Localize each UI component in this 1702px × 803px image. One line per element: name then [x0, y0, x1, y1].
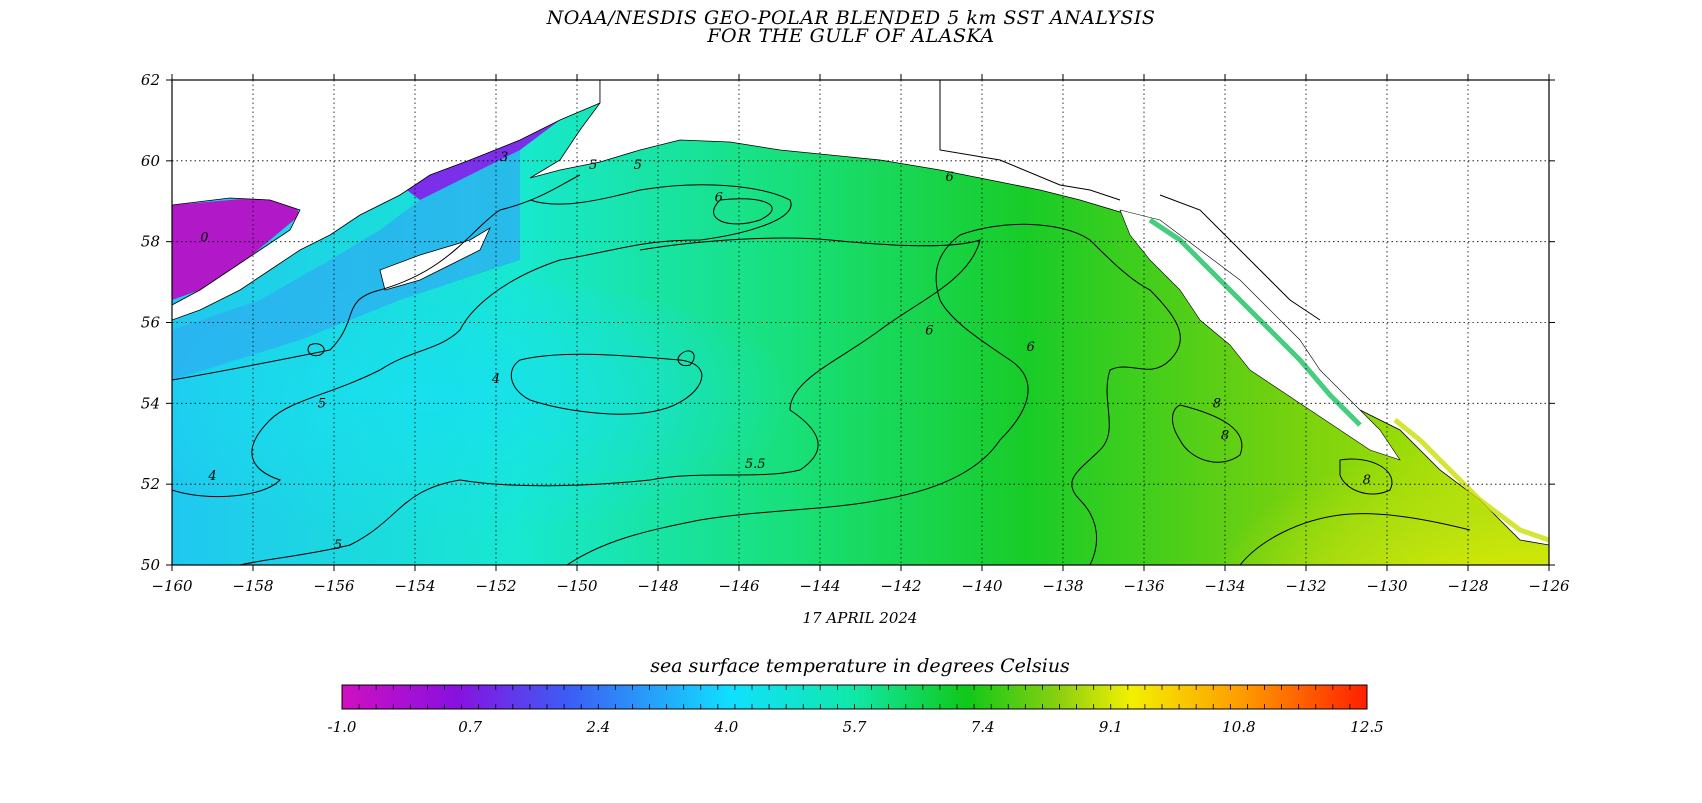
- colorbar-label: 9.1: [1099, 718, 1123, 736]
- lat-tick-label: 50: [141, 556, 161, 574]
- lon-tick-label: −134: [1204, 577, 1245, 595]
- contour-label: 4: [207, 469, 216, 484]
- lon-tick-label: −148: [637, 577, 678, 595]
- lon-tick-label: −154: [394, 577, 435, 595]
- contour-label: 4: [491, 372, 500, 387]
- lat-tick-label: 52: [141, 475, 160, 493]
- contour-label: 5: [334, 538, 342, 553]
- contour-label: 6: [925, 324, 933, 339]
- lon-tick-label: −136: [1123, 577, 1165, 595]
- lon-tick-label: −130: [1366, 577, 1408, 595]
- lon-tick-label: −160: [151, 577, 193, 595]
- contour-label: 5: [318, 396, 326, 411]
- lon-tick-label: −152: [475, 577, 516, 595]
- lon-tick-label: −128: [1447, 577, 1488, 595]
- lon-tick-label: −126: [1528, 577, 1570, 595]
- colorbar-labels: -1.0 0.7 2.4 4.0 5.7 7.4 9.1 10.8 12.5: [328, 718, 1384, 736]
- contour-labels: 0 3 5 6 6 5 4 5 4 5.5 5 6 6 8 8 8: [200, 150, 1371, 553]
- longitude-axis: −160 −158 −156 −154 −152 −150 −148 −146 −144 −142…: [151, 74, 1570, 595]
- sst-field: [172, 80, 1549, 565]
- colorbar-label: 0.7: [458, 718, 482, 736]
- contour-label: 8: [1363, 473, 1371, 488]
- contour-label: 5.5: [745, 457, 766, 472]
- alaska-peninsula-land: [172, 80, 601, 321]
- lon-tick-label: −142: [880, 577, 921, 595]
- lat-tick-label: 58: [141, 233, 160, 251]
- contour-label: 8: [1213, 396, 1221, 411]
- lat-tick-label: 62: [141, 71, 160, 89]
- lon-tick-label: −144: [799, 577, 840, 595]
- lon-tick-label: −138: [1042, 577, 1083, 595]
- map-title-line2: FOR THE GULF OF ALASKA: [707, 25, 995, 47]
- colorbar-label: 5.7: [843, 718, 867, 736]
- colorbar-title: sea surface temperature in degrees Celsi…: [650, 655, 1070, 677]
- lon-tick-label: −150: [556, 577, 598, 595]
- contour-label: 5: [589, 158, 597, 173]
- lat-tick-label: 56: [141, 314, 161, 332]
- contour-label: 0: [200, 231, 208, 246]
- colorbar-label: 4.0: [713, 718, 738, 736]
- colorbar-label: 12.5: [1350, 718, 1383, 736]
- lon-tick-label: −156: [313, 577, 355, 595]
- map-title-line1: NOAA/NESDIS GEO-POLAR BLENDED 5 km SST A…: [546, 7, 1156, 29]
- colorbar-label: 2.4: [585, 718, 610, 736]
- colorbar-label: 10.8: [1222, 718, 1255, 736]
- lon-tick-label: −146: [718, 577, 760, 595]
- graticule: [172, 80, 1549, 565]
- colorbar-ticks: [341, 685, 1368, 709]
- contour-label: 8: [1221, 429, 1229, 444]
- contour-label: 3: [500, 150, 508, 165]
- lon-tick-label: −140: [961, 577, 1003, 595]
- analysis-date: 17 APRIL 2024: [803, 609, 918, 627]
- lat-tick-label: 54: [141, 394, 160, 412]
- colorbar-label: 7.4: [971, 718, 995, 736]
- sst-contours: [172, 174, 1471, 565]
- lat-tick-label: 60: [141, 152, 161, 170]
- contour-label: 5: [634, 158, 642, 173]
- colorbar-label: -1.0: [328, 718, 357, 736]
- contour-label: 6: [715, 190, 723, 205]
- lon-tick-label: −158: [232, 577, 273, 595]
- contour-label: 6: [1026, 340, 1034, 355]
- contour-label: 6: [945, 170, 953, 185]
- mainland-coast-land: [529, 80, 1549, 546]
- lon-tick-label: −132: [1285, 577, 1326, 595]
